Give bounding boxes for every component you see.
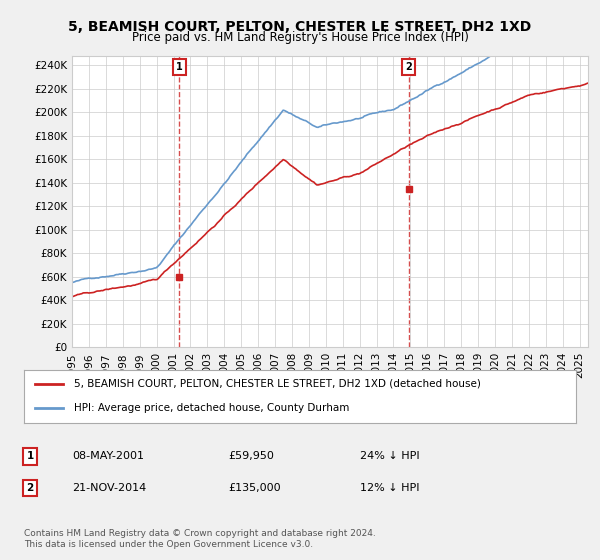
Text: 12% ↓ HPI: 12% ↓ HPI [360,483,419,493]
Text: 1: 1 [176,62,183,72]
Text: 5, BEAMISH COURT, PELTON, CHESTER LE STREET, DH2 1XD (detached house): 5, BEAMISH COURT, PELTON, CHESTER LE STR… [74,379,481,389]
Text: 2: 2 [26,483,34,493]
Text: HPI: Average price, detached house, County Durham: HPI: Average price, detached house, Coun… [74,403,349,413]
Text: 24% ↓ HPI: 24% ↓ HPI [360,451,419,461]
Text: 08-MAY-2001: 08-MAY-2001 [72,451,144,461]
Text: Contains HM Land Registry data © Crown copyright and database right 2024.
This d: Contains HM Land Registry data © Crown c… [24,529,376,549]
Text: 5, BEAMISH COURT, PELTON, CHESTER LE STREET, DH2 1XD: 5, BEAMISH COURT, PELTON, CHESTER LE STR… [68,20,532,34]
Text: 21-NOV-2014: 21-NOV-2014 [72,483,146,493]
Text: £59,950: £59,950 [228,451,274,461]
Text: Price paid vs. HM Land Registry's House Price Index (HPI): Price paid vs. HM Land Registry's House … [131,31,469,44]
Text: £135,000: £135,000 [228,483,281,493]
Text: 1: 1 [26,451,34,461]
Text: 2: 2 [405,62,412,72]
